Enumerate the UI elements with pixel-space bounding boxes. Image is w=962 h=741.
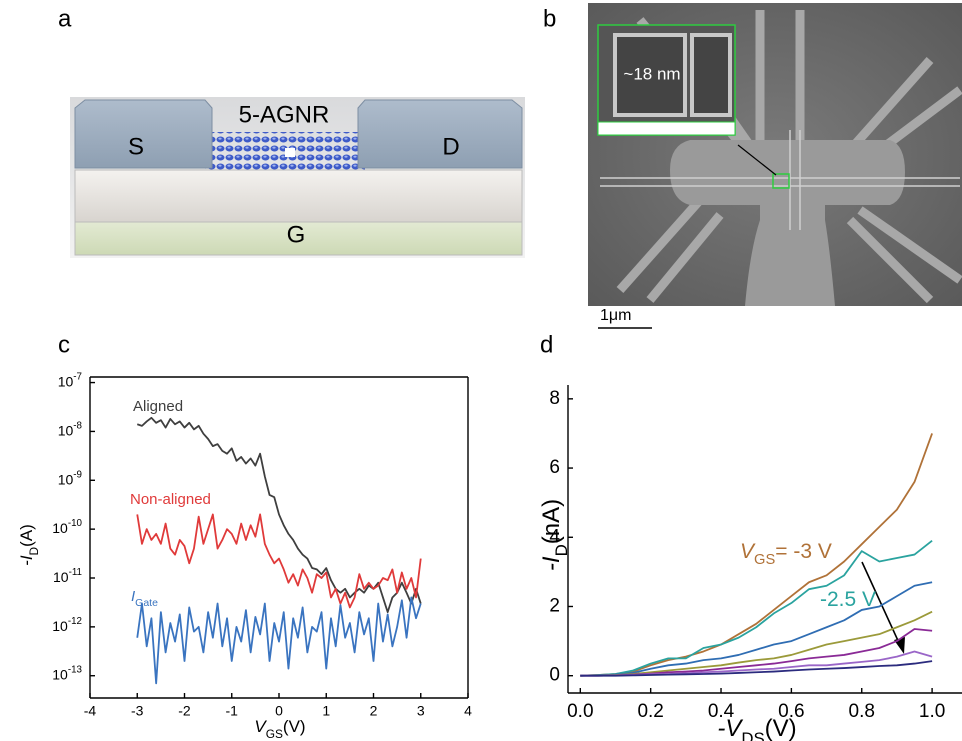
x-tick-label: -2 [178,703,191,719]
legend-entry-part: Non-aligned [130,491,211,508]
device-image [70,97,525,258]
legend-entry: Aligned [133,398,183,415]
text-part: 10 [53,569,69,585]
x-tick-label: 0.4 [708,701,735,722]
y-tick-label: 10-8 [58,421,83,439]
data-line [136,416,422,614]
annotation: VGS= -3 V [740,540,832,568]
annotation: -2.5 V [820,588,876,611]
scale-bar-label: 1μm [600,307,631,324]
y-tick-label: 2 [549,595,560,616]
panel-label: b [543,5,556,32]
legend-entry-part: Aligned [133,398,183,415]
data-line [580,610,933,677]
y-tick-label: 0 [549,665,560,686]
y-tick-label: 10-9 [58,469,82,487]
panel-label: a [58,5,72,32]
gate-label: G [287,221,306,248]
text-part: -8 [73,421,82,432]
x-axis-label-part: V [254,717,267,736]
text-part: 10 [52,520,68,536]
text-part: -12 [68,616,82,627]
y-tick-label: 10-11 [53,567,82,585]
legend-entry-part: Gate [135,597,158,609]
legend-entry: Non-aligned [130,491,211,508]
y-axis-label-part: D [27,546,41,555]
x-tick-label: -1 [226,703,239,719]
legend-entry-part: I [131,588,135,605]
x-tick-label: 0.8 [849,701,875,722]
x-tick-label: 4 [464,703,472,719]
x-tick-label: -3 [131,703,144,719]
sem-image [588,3,962,332]
text-part: -11 [69,567,82,578]
annotation-part: GS [754,552,775,568]
drain-label: D [442,133,459,160]
x-tick-label: 0.0 [567,701,593,722]
y-axis-label-part: (A) [17,524,36,547]
y-tick-label: 6 [549,457,560,478]
x-axis-label-part: GS [266,727,283,741]
text-part: 10 [58,422,74,438]
x-tick-label: 3 [417,703,425,719]
source-label: S [128,133,144,160]
x-axis-label-part: -V [717,715,743,741]
x-tick-label: -4 [84,703,97,719]
data-line [136,596,422,685]
annotation-part: = -3 V [775,540,832,563]
panel-label: d [540,331,553,358]
data-line [580,433,933,677]
y-axis-label: -ID(A) [17,524,41,566]
x-tick-label: 1.0 [919,701,945,722]
legend-entry: IGate [131,588,158,609]
annotation-part: V [740,540,756,563]
x-tick-label: 0.2 [637,701,663,722]
y-tick-label: 10-13 [52,665,82,683]
y-axis-label-part: -I [17,555,36,566]
y-axis-label-part: D [552,544,571,556]
text-part: 10 [58,373,74,389]
x-axis-label: -VDS(V) [717,715,796,741]
ribbon-label: 5-AGNR [239,101,330,128]
text-part: -7 [73,372,82,383]
y-axis-label-part: (nA) [538,499,565,544]
y-axis-label: -ID(nA) [538,499,571,571]
gap-label: ~18 nm [623,64,680,83]
panel-label: c [58,331,70,358]
y-tick-label: 8 [549,388,560,409]
y-tick-label: 10-10 [52,518,82,536]
y-tick-label: 4 [549,526,560,547]
text-part: -13 [68,665,83,676]
text-part: -10 [68,518,83,529]
data-line [136,513,422,609]
x-tick-label: 0 [275,703,283,719]
y-axis-label-part: -I [538,556,565,571]
data-line [580,540,933,677]
text-part: -9 [73,469,82,480]
x-axis-label-part: (V) [283,717,306,736]
x-tick-label: 1 [322,703,330,719]
text-part: 10 [52,618,68,634]
x-axis-label-part: (V) [765,715,797,741]
data-line [580,660,933,677]
text-part: 10 [52,666,68,682]
data-line [580,581,933,677]
x-axis-label-part: DS [741,729,764,741]
y-tick-label: 10-7 [58,372,82,390]
y-tick-label: 10-12 [52,616,82,634]
x-tick-label: 0.6 [778,701,804,722]
annotation-part: -2.5 V [820,588,876,611]
x-tick-label: 2 [370,703,378,719]
x-axis-label: VGS(V) [254,717,305,741]
text-part: 10 [58,471,74,487]
